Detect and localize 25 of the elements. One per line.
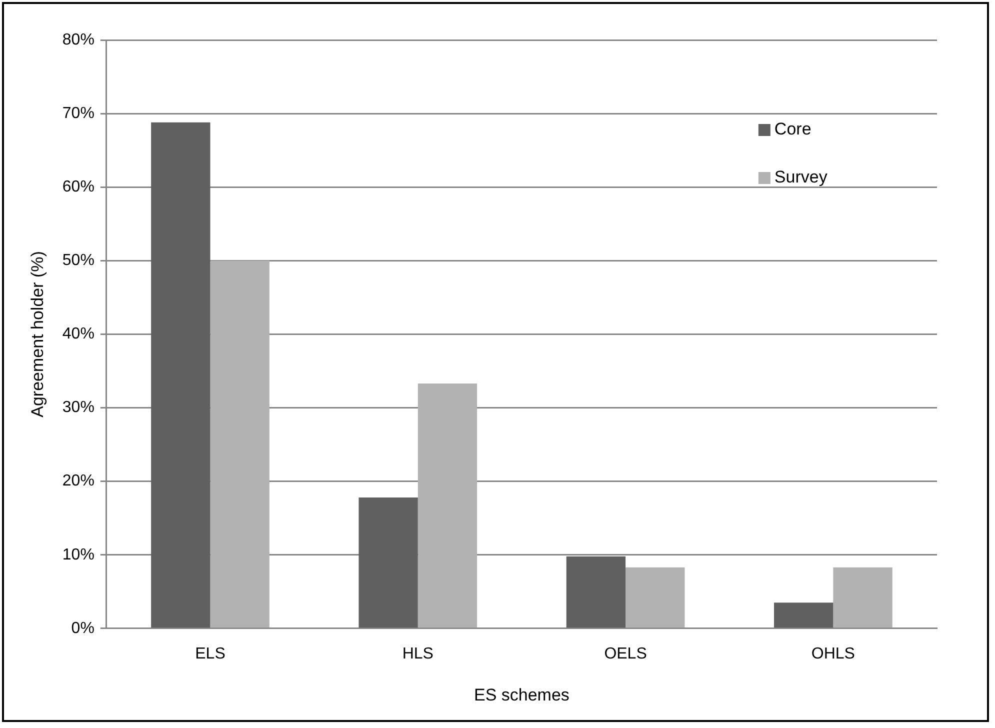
x-tick-label: ELS (195, 645, 226, 662)
y-tick-label: 50% (62, 252, 94, 270)
bar (626, 567, 685, 628)
x-axis-title: ES schemes (474, 685, 570, 704)
y-tick-label: 20% (62, 472, 94, 490)
y-tick-label: 70% (62, 104, 94, 122)
bar (566, 556, 626, 628)
y-tick-label: 40% (62, 326, 94, 343)
bar (418, 383, 478, 628)
y-tick-label: 0% (71, 620, 94, 637)
bar (358, 497, 418, 628)
x-tick-label: OELS (604, 645, 647, 662)
legend-label: Survey (774, 168, 828, 187)
y-tick-label: 30% (62, 399, 94, 416)
bar (210, 260, 270, 628)
x-tick-label: HLS (402, 645, 434, 662)
y-tick-label: 80% (62, 31, 94, 48)
legend-label: Core (774, 120, 812, 139)
x-tick-label: OHLS (811, 645, 855, 662)
y-tick-label: 60% (62, 178, 94, 196)
bar (833, 567, 892, 628)
y-tick-label: 10% (62, 546, 94, 564)
bar (151, 122, 210, 628)
bar (774, 602, 834, 628)
y-axis-title: Agreement holder (%) (28, 251, 47, 418)
